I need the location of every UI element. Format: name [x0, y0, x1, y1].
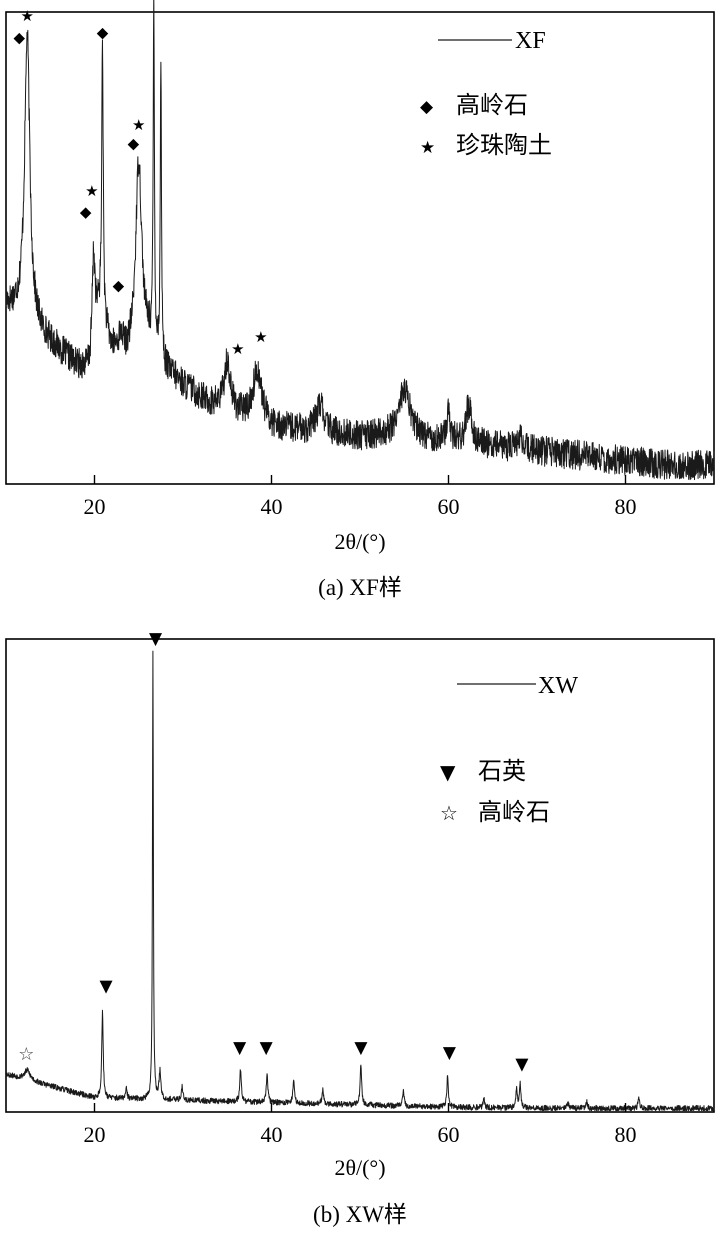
phase-marker-xw-1: ▼ [99, 977, 113, 997]
legend-symbol-kaolinite-xw: ☆ [440, 801, 458, 825]
caption-xf: (a) XF样 [318, 575, 402, 600]
x-tick-label-40: 40 [261, 494, 283, 519]
legend-xw: XW ▼ 石英 ☆ 高岭石 [440, 673, 578, 826]
phase-marker-xw-7: ▼ [515, 1055, 529, 1075]
series-trace-xw [5, 650, 715, 1112]
phase-marker-xw-4: ▼ [260, 1038, 274, 1058]
phase-marker-xw-0: ☆ [18, 1044, 34, 1065]
legend-label-kaolinite-xf: 高岭石 [456, 91, 528, 119]
x-tick-label-60: 60 [438, 1122, 460, 1147]
phase-marker-xf-8: ★ [231, 340, 244, 358]
legend-label-dickite-xf: 珍珠陶土 [456, 131, 552, 159]
x-ticks-xf: 20 40 60 80 [84, 475, 637, 519]
phase-marker-xf-7: ◆ [113, 276, 125, 294]
legend-xf: XF ◆ 高岭石 ★ 珍珠陶土 [420, 28, 552, 159]
x-tick-label-20: 20 [84, 1122, 106, 1147]
plot-frame-xw [5, 638, 715, 1113]
phase-marker-xf-2: ◆ [97, 24, 109, 42]
caption-xw: (b) XW样 [313, 1202, 407, 1227]
phase-marker-xw-6: ▼ [443, 1043, 457, 1063]
x-tick-label-60: 60 [438, 494, 460, 519]
x-tick-label-20: 20 [84, 494, 106, 519]
legend-series-label-xw: XW [538, 673, 578, 699]
trace-group-xf [5, 0, 715, 481]
phase-marker-xf-4: ◆ [128, 135, 140, 153]
phase-marker-xf-9: ★ [254, 328, 267, 346]
legend-label-quartz-xw: 石英 [478, 757, 526, 785]
plot-frame-xf [5, 11, 715, 485]
phase-marker-xw-5: ▼ [354, 1038, 368, 1058]
trace-group-xw [5, 650, 715, 1112]
x-axis-label-xw: 2θ/(°) [334, 1155, 385, 1180]
legend-series-label-xf: XF [515, 28, 546, 54]
phase-marker-xf-0: ★ [21, 7, 34, 25]
x-axis-label-xf: 2θ/(°) [334, 529, 385, 554]
xrd-panel-xw: 20 40 60 80 ☆ ▼ ▼ ▼ ▼ ▼ ▼ ▼ XW ▼ 石英 ☆ 高岭石 2θ/(°) (… [5, 629, 715, 1227]
legend-symbol-dickite-xf: ★ [420, 138, 435, 158]
legend-symbol-kaolinite-xf: ◆ [420, 97, 434, 117]
x-tick-label-40: 40 [261, 1122, 283, 1147]
x-tick-label-80: 80 [615, 1122, 637, 1147]
x-ticks-xw: 20 40 60 80 [84, 1103, 637, 1147]
x-tick-label-80: 80 [615, 494, 637, 519]
series-trace-xf [5, 0, 715, 481]
xrd-panel-xf: 20 40 60 80 ★◆ ◆★◆★◆◆★★ XF ◆ 高岭石 ★ 珍珠陶土 2θ/(… [5, 0, 715, 600]
phase-marker-xf-6: ◆ [80, 203, 92, 221]
phase-markers-xw: ☆ ▼ ▼ ▼ ▼ ▼ ▼ ▼ [18, 629, 529, 1075]
phase-marker-xw-2: ▼ [149, 629, 163, 649]
phase-marker-xw-3: ▼ [233, 1038, 247, 1058]
phase-marker-xf-1: ◆ [14, 28, 26, 46]
phase-markers-xf: ★◆ ◆★◆★◆◆★★ [14, 7, 268, 358]
legend-label-kaolinite-xw: 高岭石 [478, 798, 550, 826]
phase-marker-xf-3: ★ [132, 116, 145, 134]
legend-symbol-quartz-xw: ▼ [440, 760, 456, 784]
phase-marker-xf-5: ★ [85, 182, 98, 200]
